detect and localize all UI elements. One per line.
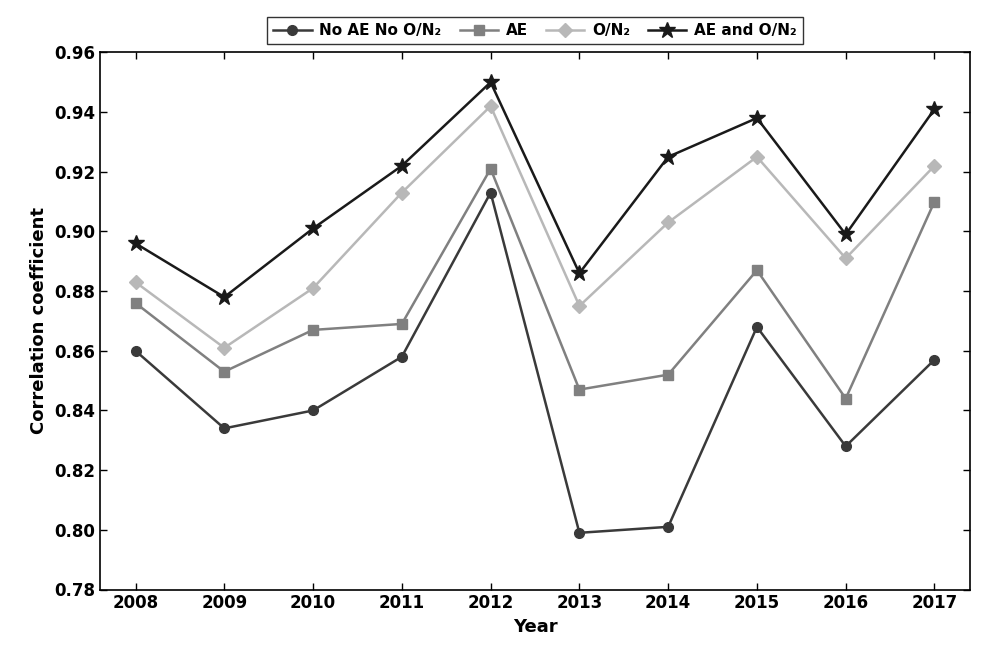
No AE No O/N₂ bbox=[485, 189, 497, 196]
AE bbox=[751, 267, 763, 274]
No AE No O/N₂ bbox=[218, 424, 230, 432]
AE bbox=[130, 299, 142, 307]
AE bbox=[307, 326, 319, 334]
AE bbox=[396, 320, 408, 328]
AE bbox=[662, 371, 674, 379]
Line: AE and O/N₂: AE and O/N₂ bbox=[127, 74, 943, 305]
AE and O/N₂ bbox=[130, 240, 142, 248]
O/N₂ bbox=[218, 344, 230, 352]
AE and O/N₂ bbox=[662, 153, 674, 160]
No AE No O/N₂ bbox=[751, 323, 763, 331]
No AE No O/N₂ bbox=[928, 356, 940, 364]
O/N₂ bbox=[307, 284, 319, 292]
No AE No O/N₂ bbox=[573, 529, 585, 536]
AE and O/N₂ bbox=[573, 269, 585, 277]
O/N₂ bbox=[396, 189, 408, 196]
No AE No O/N₂ bbox=[130, 347, 142, 355]
AE bbox=[485, 165, 497, 173]
AE and O/N₂ bbox=[751, 114, 763, 122]
AE and O/N₂ bbox=[396, 162, 408, 170]
O/N₂ bbox=[751, 153, 763, 160]
AE and O/N₂ bbox=[485, 79, 497, 86]
Y-axis label: Correlation coefficient: Correlation coefficient bbox=[30, 208, 48, 434]
AE bbox=[840, 394, 852, 402]
Line: O/N₂: O/N₂ bbox=[131, 102, 939, 352]
Legend: No AE No O/N₂, AE, O/N₂, AE and O/N₂: No AE No O/N₂, AE, O/N₂, AE and O/N₂ bbox=[267, 17, 803, 45]
O/N₂ bbox=[928, 162, 940, 170]
No AE No O/N₂ bbox=[840, 442, 852, 450]
AE and O/N₂ bbox=[928, 105, 940, 113]
O/N₂ bbox=[130, 278, 142, 286]
X-axis label: Year: Year bbox=[513, 618, 557, 636]
O/N₂ bbox=[840, 254, 852, 262]
AE and O/N₂ bbox=[218, 293, 230, 301]
No AE No O/N₂ bbox=[396, 353, 408, 361]
Line: No AE No O/N₂: No AE No O/N₂ bbox=[131, 188, 939, 538]
O/N₂ bbox=[485, 102, 497, 110]
AE bbox=[928, 198, 940, 206]
AE and O/N₂ bbox=[840, 231, 852, 238]
Line: AE: AE bbox=[131, 164, 939, 403]
No AE No O/N₂ bbox=[307, 407, 319, 415]
No AE No O/N₂ bbox=[662, 523, 674, 531]
O/N₂ bbox=[573, 302, 585, 310]
AE bbox=[573, 386, 585, 394]
AE and O/N₂ bbox=[307, 225, 319, 233]
AE bbox=[218, 367, 230, 375]
O/N₂ bbox=[662, 219, 674, 227]
